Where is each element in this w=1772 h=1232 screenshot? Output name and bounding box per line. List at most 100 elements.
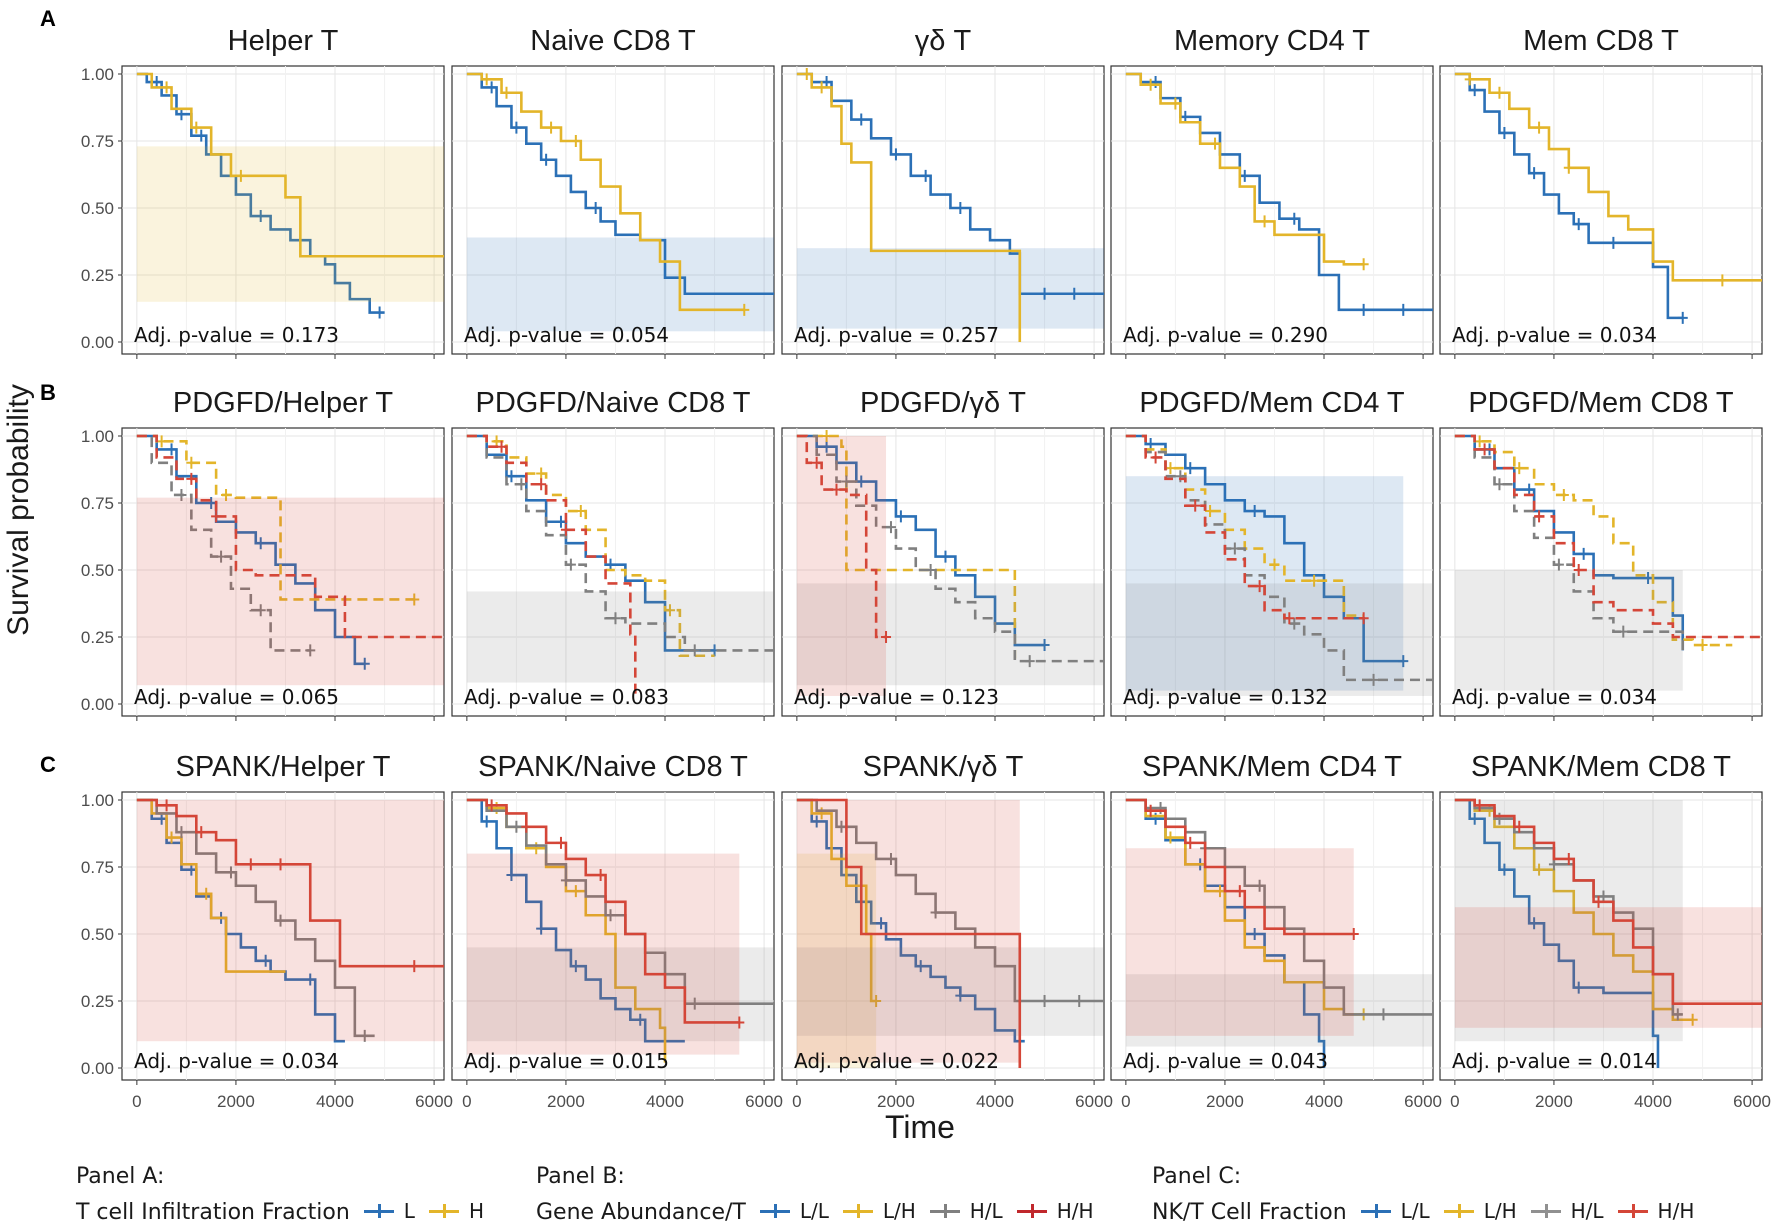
adjusted-p-value: Adj. p-value = 0.132 bbox=[1123, 685, 1328, 709]
y-tick-label: 0.00 bbox=[81, 695, 114, 714]
plot-frame bbox=[1110, 427, 1434, 717]
y-tick-label: 0.25 bbox=[81, 266, 114, 285]
censor-mark bbox=[955, 202, 966, 214]
legend-panel-c-subtitle: NK/T Cell Fraction bbox=[1152, 1200, 1347, 1225]
confidence-band bbox=[1125, 583, 1433, 696]
censor-mark bbox=[1687, 1013, 1698, 1026]
censor-mark bbox=[1469, 812, 1480, 825]
censor-mark bbox=[1558, 488, 1569, 501]
survival-curve-H/H bbox=[796, 798, 1022, 1068]
plot-frame bbox=[451, 791, 775, 1081]
censor-mark bbox=[570, 135, 581, 147]
km-plot-0-0: Helper T 0.00 0.25 0.50 0.75 1.00 Adj. p-value… bbox=[81, 25, 445, 359]
legend-swatch bbox=[1016, 1201, 1047, 1221]
censor-mark bbox=[856, 475, 867, 488]
censor-mark bbox=[1378, 1008, 1389, 1021]
km-plot-2-2: SPANK/γδ T 0 2000 4000 6000 Adj. p-value = 0.… bbox=[781, 751, 1113, 1111]
legend-panel-a-subtitle: T cell Infiltration Fraction bbox=[76, 1200, 350, 1225]
censor-mark bbox=[1514, 462, 1525, 475]
censor-mark bbox=[506, 869, 517, 882]
censor-mark bbox=[1548, 858, 1559, 871]
censor-mark bbox=[595, 869, 606, 882]
x-tick-label: 0 bbox=[1450, 1092, 1459, 1111]
legend-key-label: H/H bbox=[1657, 1199, 1695, 1223]
adjusted-p-value: Adj. p-value = 0.015 bbox=[464, 1049, 669, 1073]
x-tick-label: 6000 bbox=[1075, 1092, 1113, 1111]
x-axis-label: Time bbox=[885, 1109, 955, 1145]
censor-mark bbox=[1474, 435, 1485, 448]
censor-mark bbox=[1358, 258, 1369, 271]
censor-mark bbox=[1563, 161, 1574, 174]
censor-mark bbox=[275, 858, 286, 871]
censor-mark bbox=[536, 922, 547, 935]
censor-mark bbox=[1165, 831, 1176, 844]
legend-swatch bbox=[363, 1201, 394, 1221]
legend-panel-b-title: Panel B: bbox=[536, 1164, 625, 1189]
x-tick-label: 4000 bbox=[316, 1092, 354, 1111]
censor-mark bbox=[1150, 451, 1161, 464]
legend-panel-b-subtitle: Gene Abundance/T bbox=[536, 1200, 746, 1225]
legend-swatch bbox=[1443, 1201, 1474, 1221]
km-plot-2-1: SPANK/Naive CD8 T 0 2000 4000 6000 Adj. p-val… bbox=[451, 751, 783, 1111]
censor-mark bbox=[1499, 126, 1510, 139]
panel-title: SPANK/Mem CD4 T bbox=[1142, 751, 1402, 783]
censor-mark bbox=[1155, 802, 1166, 815]
adjusted-p-value: Adj. p-value = 0.173 bbox=[134, 323, 339, 347]
km-plot-2-4: SPANK/Mem CD8 T 0 2000 4000 6000 Adj. p-value… bbox=[1439, 751, 1771, 1111]
censor-mark bbox=[511, 820, 522, 833]
censor-mark bbox=[821, 430, 832, 442]
censor-mark bbox=[1608, 236, 1619, 249]
adjusted-p-value: Adj. p-value = 0.257 bbox=[794, 323, 999, 347]
censor-mark bbox=[409, 960, 420, 973]
x-tick-label: 6000 bbox=[415, 1092, 453, 1111]
panel-title: SPANK/Mem CD8 T bbox=[1471, 751, 1731, 783]
censor-mark bbox=[1249, 928, 1260, 940]
legend-swatch bbox=[842, 1201, 873, 1221]
legend-panel-b-keys: L/L L/H H/L H/H bbox=[746, 1194, 1094, 1232]
survival-curve-H/H bbox=[136, 434, 444, 639]
km-plot-2-0: SPANK/Helper T 0.00 0.25 0.50 0.75 1.00 0 2000 4… bbox=[81, 751, 453, 1111]
censor-mark bbox=[506, 470, 517, 483]
panel-title: SPANK/Helper T bbox=[176, 751, 391, 783]
censor-mark bbox=[1229, 542, 1240, 555]
panel-title: Naive CD8 T bbox=[530, 25, 696, 57]
y-tick-label: 0.50 bbox=[81, 925, 114, 944]
censor-mark bbox=[605, 558, 616, 571]
censor-mark bbox=[186, 456, 197, 469]
censor-mark bbox=[836, 820, 847, 833]
km-plot-1-4: PDGFD/Mem CD8 T Adj. p-value = 0.034 bbox=[1439, 387, 1763, 721]
legend-key: L/H bbox=[842, 1194, 916, 1228]
y-tick-label: 1.00 bbox=[81, 427, 114, 446]
survival-curve-L/L bbox=[466, 798, 685, 1043]
censor-mark bbox=[486, 799, 497, 812]
censor-mark bbox=[156, 435, 167, 448]
censor-mark bbox=[1074, 995, 1085, 1007]
censor-mark bbox=[275, 914, 286, 927]
censor-mark bbox=[1643, 572, 1654, 585]
censor-mark bbox=[491, 802, 502, 815]
adjusted-p-value: Adj. p-value = 0.022 bbox=[794, 1049, 999, 1073]
survival-curve-L/H bbox=[1454, 434, 1733, 647]
y-tick-label: 0.25 bbox=[81, 628, 114, 647]
plot-frame bbox=[1439, 791, 1763, 1081]
censor-mark bbox=[1309, 574, 1320, 587]
censor-mark bbox=[1573, 564, 1584, 576]
survival-curve-H/L bbox=[466, 434, 774, 652]
censor-mark bbox=[305, 644, 316, 657]
y-tick-label: 1.00 bbox=[81, 791, 114, 810]
plot-frame bbox=[781, 65, 1105, 355]
legend-key: H/L bbox=[1530, 1194, 1604, 1228]
confidence-band bbox=[796, 248, 1104, 329]
survival-curve-H/H bbox=[1454, 798, 1762, 1005]
survival-curve-L/H bbox=[1454, 798, 1693, 1022]
adjusted-p-value: Adj. p-value = 0.290 bbox=[1123, 323, 1328, 347]
censor-mark bbox=[590, 202, 601, 214]
censor-mark bbox=[1254, 879, 1265, 892]
censor-mark bbox=[570, 885, 581, 898]
censor-mark bbox=[734, 1016, 745, 1029]
censor-mark bbox=[1269, 558, 1280, 571]
censor-mark bbox=[255, 537, 266, 550]
adjusted-p-value: Adj. p-value = 0.014 bbox=[1452, 1049, 1657, 1073]
survival-curve-H/L bbox=[796, 798, 1104, 1003]
censor-mark bbox=[255, 210, 266, 223]
